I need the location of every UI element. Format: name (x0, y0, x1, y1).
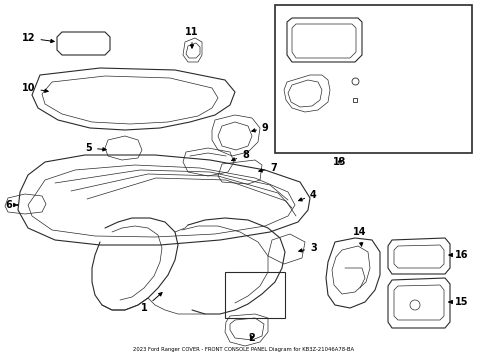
Text: 16: 16 (448, 250, 468, 260)
Text: 12: 12 (22, 33, 54, 43)
Text: 2023 Ford Ranger COVER - FRONT CONSOLE PANEL Diagram for KB3Z-21046A78-BA: 2023 Ford Ranger COVER - FRONT CONSOLE P… (133, 347, 354, 352)
Text: 4: 4 (298, 190, 316, 201)
Text: 13: 13 (332, 157, 346, 167)
Text: 6: 6 (5, 200, 18, 210)
Text: 2: 2 (248, 333, 255, 343)
Text: 9: 9 (251, 123, 268, 133)
Bar (274, 5, 471, 153)
Text: 5: 5 (85, 143, 106, 153)
Text: 3: 3 (298, 243, 316, 253)
Text: 10: 10 (22, 83, 48, 93)
Text: 15: 15 (448, 297, 468, 307)
Text: 8: 8 (231, 150, 248, 161)
Text: 11: 11 (185, 27, 198, 48)
Text: 7: 7 (258, 163, 276, 173)
Text: 14: 14 (352, 227, 366, 246)
Text: 1: 1 (141, 293, 162, 313)
